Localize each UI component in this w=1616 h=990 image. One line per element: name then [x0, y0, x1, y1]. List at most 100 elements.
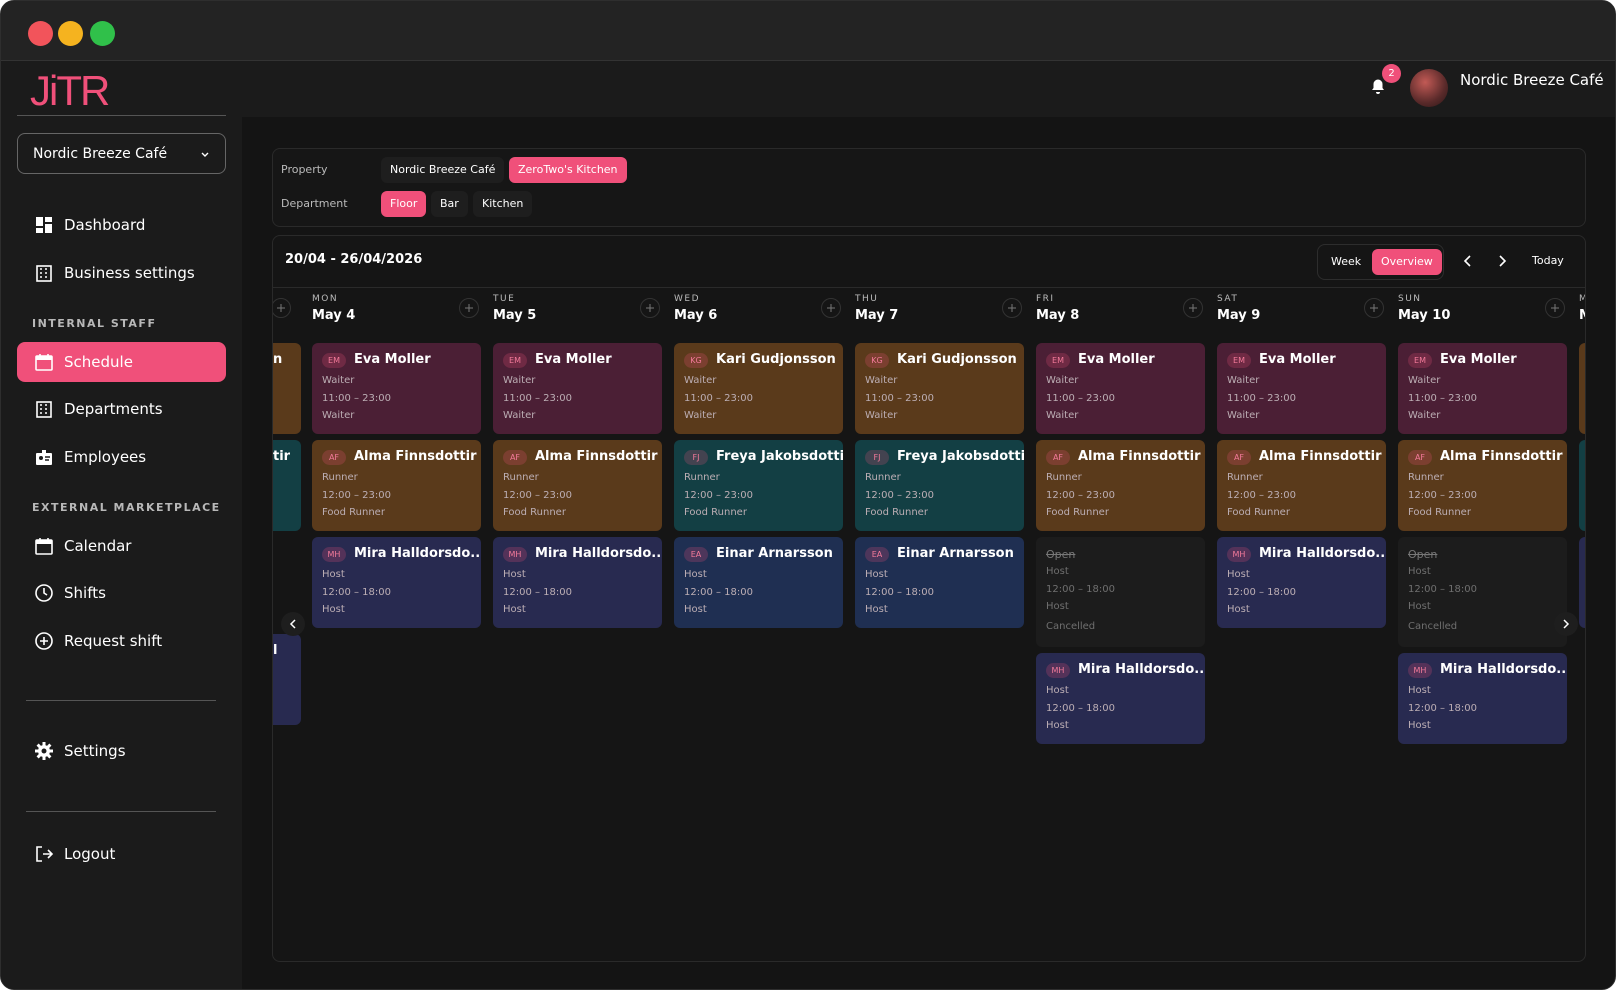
prev-button[interactable] [1460, 253, 1476, 269]
shift-card[interactable]: AF Alma Finnsdottir Runner 12:00 – 23:00 Foo… [493, 440, 662, 531]
nav-icon [36, 401, 52, 418]
add-shift-button[interactable] [821, 298, 841, 318]
employee-name: n [273, 352, 283, 367]
today-button[interactable]: Today [1532, 254, 1564, 267]
day-date: M [1579, 308, 1585, 323]
nav-item[interactable]: Schedule [17, 342, 226, 382]
filter-chip[interactable]: Nordic Breeze Café [381, 157, 505, 183]
nav-item[interactable]: Calendar [17, 526, 226, 566]
add-shift-button[interactable] [459, 298, 479, 318]
shift-card[interactable]: l [273, 634, 301, 725]
shift-card[interactable]: FJ Freya Jakobsdottir Runner 12:00 – 23:00 F… [674, 440, 843, 531]
nav-label: Schedule [64, 353, 133, 371]
scroll-left-button[interactable] [281, 612, 305, 636]
day-date: May 4 [312, 308, 356, 323]
employee-name: Einar Arnarsson [897, 546, 1014, 561]
shift-card[interactable]: EM Eva Moller Waiter 11:00 – 23:00 Waiter [1036, 343, 1205, 434]
shift-status: Cancelled [1046, 621, 1096, 632]
shift-role: Runner [865, 472, 901, 483]
shift-card[interactable]: tir [273, 440, 301, 531]
filter-chip[interactable]: Bar [431, 191, 468, 217]
filter-chip[interactable]: ZeroTwo's Kitchen [509, 157, 627, 183]
shift-role: Waiter [1046, 375, 1079, 386]
employee-name: Einar Arnarsson [716, 546, 833, 561]
property-select-value: Nordic Breeze Café [33, 145, 168, 162]
add-shift-button[interactable] [1002, 298, 1022, 318]
shift-card[interactable]: KG Kari Gudjonsson Waiter 11:00 – 23:00 Wait… [855, 343, 1024, 434]
employee-name: Eva Moller [1259, 352, 1336, 367]
shift-card[interactable]: AF Alma Finnsdottir Runner 12:00 – 23:00 Foo… [1036, 440, 1205, 531]
nav-item[interactable]: Dashboard [17, 205, 226, 245]
shift-role: Waiter [503, 375, 536, 386]
shift-position: Waiter [684, 410, 717, 421]
shift-card[interactable]: Open Host 12:00 – 18:00 Host Cancelled [1036, 537, 1205, 647]
shift-position: Host [1046, 720, 1069, 731]
view-option[interactable]: Week [1331, 255, 1362, 268]
shift-position: Food Runner [865, 507, 928, 518]
filter-chip[interactable]: Kitchen [473, 191, 533, 217]
shift-card[interactable]: EA Einar Arnarsson Host 12:00 – 18:00 Host [855, 537, 1024, 628]
shift-card[interactable]: KG Kari Gudjonsson Waiter 11:00 – 23:00 Wait… [674, 343, 843, 434]
nav-item[interactable]: Request shift [17, 621, 226, 661]
property-select[interactable]: Nordic Breeze Café [17, 133, 226, 174]
shift-position: Food Runner [1408, 507, 1471, 518]
view-option[interactable]: Overview [1372, 249, 1442, 275]
shift-card[interactable]: AF Alma Finnsdottir Runner 12:00 – 23:00 Foo… [1398, 440, 1567, 531]
shift-card[interactable]: AF Alma Finnsdottir Runner 12:00 – 23:00 Foo… [1217, 440, 1386, 531]
add-shift-button[interactable] [1545, 298, 1565, 318]
brand-logo[interactable]: JiTR [30, 67, 110, 114]
employee-name: Mira Halldorsdo... [1440, 662, 1567, 677]
shift-card[interactable]: MH Mira Halldorsdo... Host 12:00 – 18:00 Hos… [493, 537, 662, 628]
shift-card[interactable]: MH Mira Halldorsdo... Host 12:00 – 18:00 Hos… [312, 537, 481, 628]
shift-card[interactable]: EM Eva Moller Waiter 11:00 – 23:00 Waiter [1398, 343, 1567, 434]
add-shift-button[interactable] [273, 298, 291, 318]
employee-name: Eva Moller [1440, 352, 1517, 367]
add-shift-button[interactable] [1364, 298, 1384, 318]
nav-item[interactable]: Settings [17, 731, 226, 771]
shift-card[interactable]: FJ Freya Jakobsdottir Runner 12:00 – 23:00 F… [855, 440, 1024, 531]
shift-card[interactable]: MH Mira Halldorsdo... Host 12:00 – 18:00 Hos… [1398, 653, 1567, 744]
day-date: May 5 [493, 308, 537, 323]
nav-label: Dashboard [64, 216, 146, 234]
employee-name: Alma Finnsdottir [1440, 449, 1563, 464]
shift-card[interactable]: n [273, 343, 301, 434]
shift-position: Waiter [1408, 410, 1441, 421]
close-button[interactable] [28, 21, 53, 46]
weekday: SUN [1398, 294, 1422, 304]
shift-card[interactable]: Open Host 12:00 – 18:00 Host Cancelled [1398, 537, 1567, 647]
minimize-button[interactable] [58, 21, 83, 46]
shift-card[interactable]: EM Eva Moller Waiter 11:00 – 23:00 Waiter [312, 343, 481, 434]
add-shift-button[interactable] [640, 298, 660, 318]
nav-item[interactable]: Shifts [17, 573, 226, 613]
shift-card[interactable] [1579, 343, 1585, 434]
nav-icon [35, 584, 53, 602]
shift-card[interactable]: EM Eva Moller Waiter 11:00 – 23:00 Waiter [1217, 343, 1386, 434]
add-shift-button[interactable] [1183, 298, 1203, 318]
maximize-button[interactable] [90, 21, 115, 46]
employee-name: Open [1408, 548, 1438, 561]
next-button[interactable] [1494, 253, 1510, 269]
shift-card[interactable]: AF Alma Finnsdottir Runner 12:00 – 23:00 Foo… [312, 440, 481, 531]
nav-item[interactable]: Employees [17, 437, 226, 477]
day-column: KG Kari Gudjonsson Waiter 11:00 – 23:00 Wait… [273, 288, 1585, 961]
shift-time: 12:00 – 18:00 [1046, 703, 1115, 714]
shift-position: Waiter [1046, 410, 1079, 421]
shift-card[interactable] [1579, 440, 1585, 531]
shift-card[interactable]: EA Einar Arnarsson Host 12:00 – 18:00 Host [674, 537, 843, 628]
initials-badge: MH [1046, 663, 1070, 678]
nav-item[interactable]: Logout [17, 834, 226, 874]
shift-card[interactable] [1579, 537, 1585, 628]
shift-card[interactable]: MH Mira Halldorsdo... Host 12:00 – 18:00 Hos… [1036, 653, 1205, 744]
notification-bell[interactable] [1367, 75, 1389, 97]
plus-icon [1370, 304, 1378, 312]
shift-card[interactable]: MH Mira Halldorsdo... Host 12:00 – 18:00 Hos… [1217, 537, 1386, 628]
employee-name: Eva Moller [1078, 352, 1155, 367]
shift-role: Host [1046, 685, 1069, 696]
user-avatar[interactable] [1410, 69, 1448, 107]
shift-card[interactable]: EM Eva Moller Waiter 11:00 – 23:00 Waiter [493, 343, 662, 434]
nav-item[interactable]: Departments [17, 389, 226, 429]
scroll-right-button[interactable] [1554, 612, 1578, 636]
filter-chip[interactable]: Floor [381, 191, 427, 217]
nav-item[interactable]: Business settings [17, 253, 226, 293]
user-name[interactable]: Nordic Breeze Café [1460, 71, 1604, 89]
